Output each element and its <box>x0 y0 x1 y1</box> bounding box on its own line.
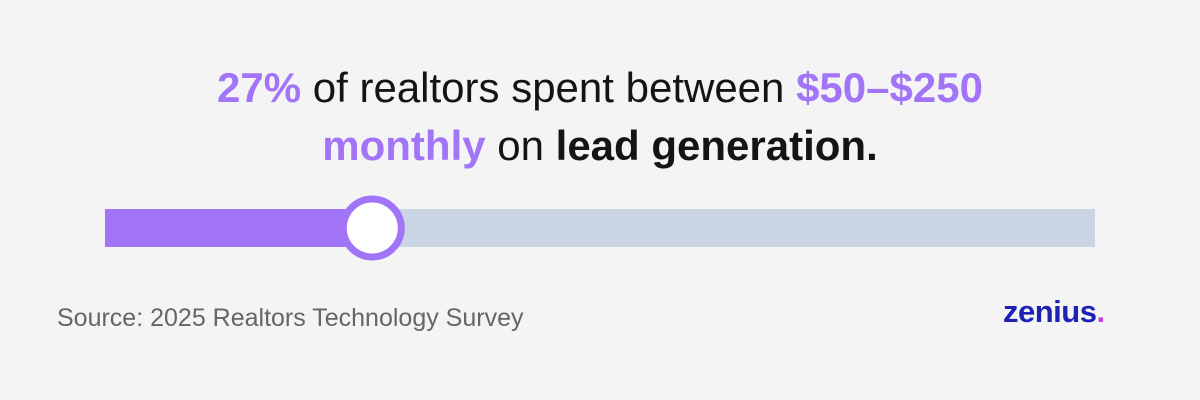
text: on <box>497 122 544 169</box>
headline-line: monthly on lead generation. <box>0 118 1200 174</box>
source: Source: 2025 Realtors Technology Survey <box>57 304 524 332</box>
knob <box>339 195 405 261</box>
headline-line: 27% of realtors spent between $50–$250 <box>0 60 1200 116</box>
logo: zenius. <box>1003 294 1105 330</box>
text: of realtors spent between <box>312 64 785 111</box>
range: $50–$250 <box>796 64 983 111</box>
progress-fill <box>105 209 373 247</box>
stat: 27% <box>217 64 302 111</box>
logo-dot: . <box>1096 294 1105 329</box>
topic: lead generation. <box>555 122 878 169</box>
period: monthly <box>322 122 486 169</box>
logo-name: zenius <box>1003 294 1097 329</box>
